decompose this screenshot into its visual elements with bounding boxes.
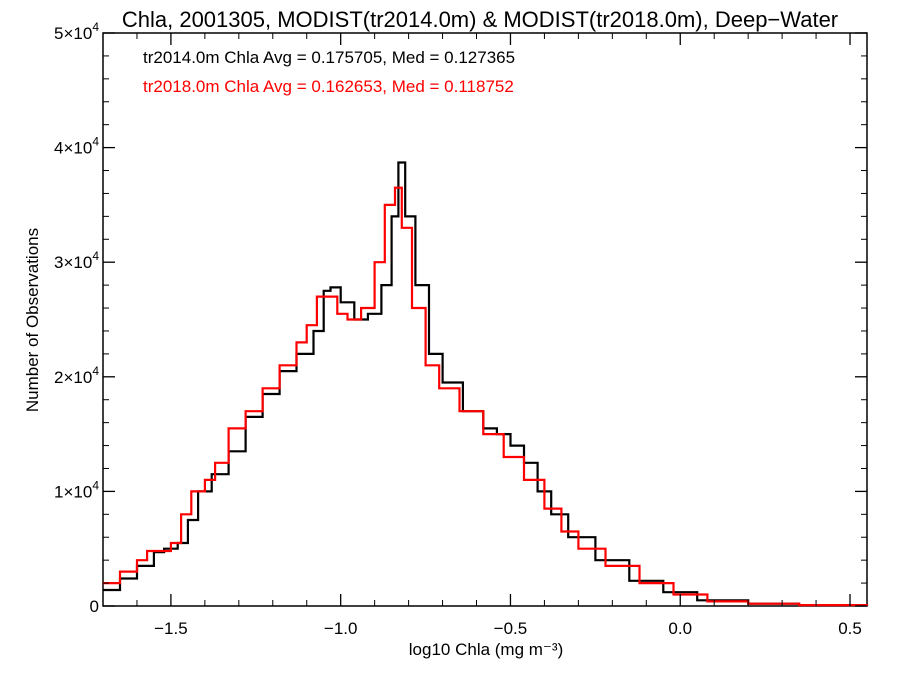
y-tick-label: 1×104: [54, 478, 99, 501]
plot-frame: [102, 32, 868, 607]
y-tick-label: 2×104: [54, 364, 99, 387]
y-axis-label: Number of Observations: [23, 228, 42, 412]
y-tick-label: 3×104: [54, 249, 99, 272]
y-tick-label: 4×104: [54, 135, 99, 158]
plot-area: [102, 32, 868, 607]
x-tick-label: 0.5: [838, 619, 862, 638]
axes-ticks: −1.5 −1.0 −0.5 0.0 0.5 0 1×104 2×104 3×104 4×104 5…: [54, 20, 867, 638]
y-tick-label: 5×104: [54, 20, 99, 43]
chart-title: Chla, 2001305, MODIST(tr2014.0m) & MODIS…: [122, 7, 838, 32]
x-tick-label: 0.0: [668, 619, 692, 638]
series-line-red: [103, 186, 869, 607]
y-tick-label: 0: [90, 597, 99, 616]
x-tick-label: −1.5: [154, 619, 188, 638]
x-tick-label: −0.5: [494, 619, 528, 638]
series-line-black: [103, 161, 869, 607]
x-tick-label: −1.0: [324, 619, 358, 638]
x-axis-label: log10 Chla (mg m⁻³): [409, 640, 563, 659]
series-group: [103, 161, 869, 607]
annotation-black-stats: tr2014.0m Chla Avg = 0.175705, Med = 0.1…: [143, 48, 515, 67]
annotation-red-stats: tr2018.0m Chla Avg = 0.162653, Med = 0.1…: [143, 77, 514, 96]
